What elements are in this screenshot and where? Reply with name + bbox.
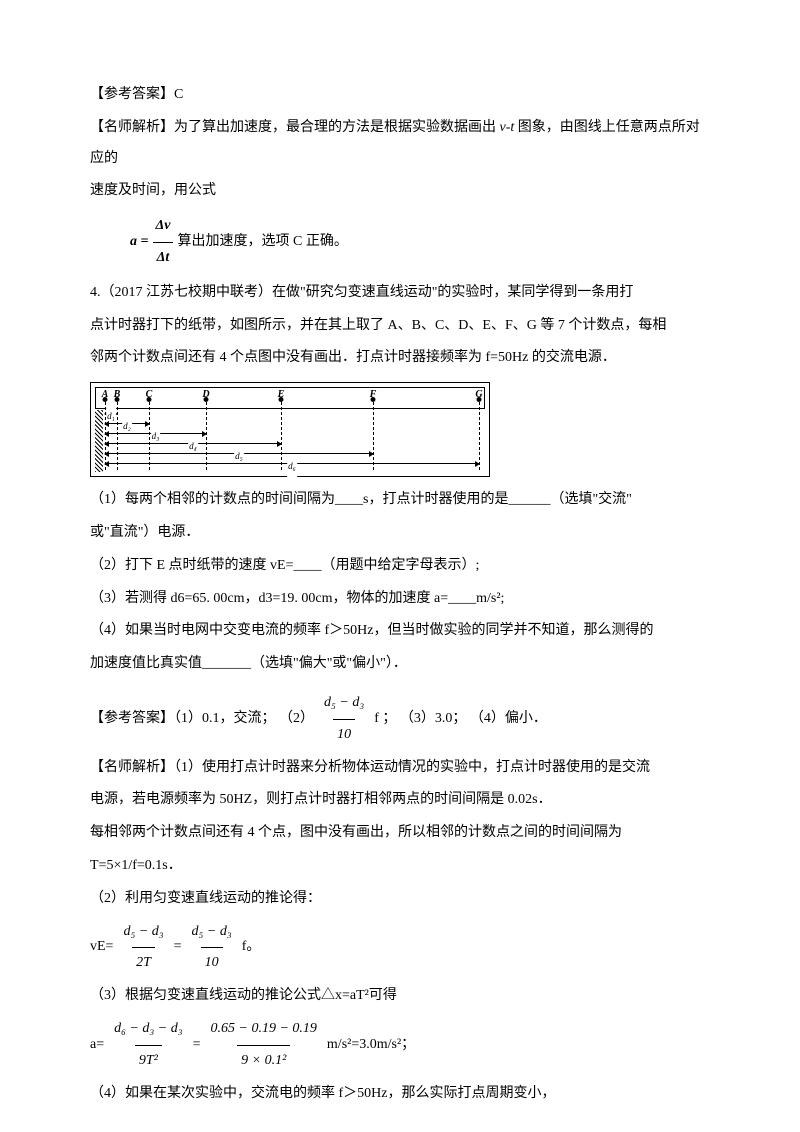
f-end: m/s²=3.0m/s²； (327, 1030, 415, 1061)
expl-1c: 每相邻两个计数点间还有 4 个点，图中没有画出，所以相邻的计数点之间的时间间隔为 (90, 818, 710, 849)
q4-line2: 点计时器打下的纸带，如图所示，并在其上取了 A、B、C、D、E、F、G 等 7 … (90, 311, 710, 342)
expl-3: （3）根据匀变速直线运动的推论公式△x=aT²可得 (90, 981, 710, 1012)
analysis-text: 【名师解析】为了算出加速度，最合理的方法是根据实验数据画出 (90, 120, 500, 135)
expl3-frac1: d₆ − d₃ − d₃ 9T² (110, 1014, 187, 1077)
tape-diagram: ABCDEFGd₁d₂d₃d₄d₅d₆ (90, 382, 490, 477)
q4-intro: 4.（2017 江苏七校期中联考）在做"研究匀变速直线运动"的实验时，某同学得到… (90, 278, 710, 309)
f-num: d₅ − d₃ (188, 917, 236, 948)
vertical-dash (479, 402, 480, 470)
q4-sub4: （4）如果当时电网中交变电流的频率 f＞50Hz，但当时做实验的同学并不知道，那… (90, 616, 710, 647)
f-num: d₅ − d₃ (119, 917, 167, 948)
ans2-num: d₅ − d₃ (320, 688, 368, 719)
eq-sign: = (174, 932, 182, 963)
formula-a-equals: a = (130, 227, 148, 258)
q4-sub3: （3）若测得 d6=65. 00cm，d3=19. 00cm，物体的加速度 a=… (90, 584, 710, 615)
expl2-frac1: d₅ − d₃ 2T (119, 917, 167, 980)
q4-sub1b: 或"直流"）电源． (90, 518, 710, 549)
ans2-den: 10 (333, 719, 355, 751)
vt-symbol: v-t (500, 120, 515, 135)
expl3-frac2: 0.65 − 0.19 − 0.19 9 × 0.1² (207, 1014, 321, 1077)
expl2-frac2: d₅ − d₃ 10 (188, 917, 236, 980)
expl-1: 【名师解析】（1）使用打点计时器来分析物体运动情况的实验中，打点计时器使用的是交… (90, 753, 710, 784)
fraction-den: Δt (153, 242, 174, 274)
q4-line3: 邻两个计数点间还有 4 个点图中没有画出．打点计时器接频率为 f=50Hz 的交… (90, 343, 710, 374)
vertical-dash (373, 402, 374, 470)
analysis-1-line1: 【名师解析】为了算出加速度，最合理的方法是根据实验数据画出 v-t 图象，由图线… (90, 113, 710, 175)
expl-4: （4）如果在某次实验中，交流电的频率 f＞50Hz，那么实际打点周期变小， (90, 1079, 710, 1110)
analysis-1-line2: 速度及时间，用公式 (90, 176, 710, 207)
reference-answer-2: 【参考答案】（1）0.1，交流； （2） d₅ − d₃ 10 f ； （3）3… (90, 688, 710, 751)
f-den: 9 × 0.1² (237, 1045, 290, 1077)
a-label: a= (90, 1030, 104, 1061)
reference-answer-1: 【参考答案】C (90, 80, 710, 111)
f-end: f。 (242, 932, 261, 963)
hatch-wall (95, 410, 103, 472)
ans2-prefix: 【参考答案】（1）0.1，交流； （2） (90, 704, 314, 735)
expl-2: （2）利用匀变速直线运动的推论得： (90, 884, 710, 915)
ans2-mid: f ； （3）3.0； （4）偏小． (374, 704, 547, 735)
tape-border (95, 387, 485, 409)
ve-label: vE= (90, 932, 113, 963)
f-den: 10 (201, 947, 223, 979)
eq-sign: = (193, 1030, 201, 1061)
q4-sub2: （2）打下 E 点时纸带的速度 vE=____（用题中给定字母表示）; (90, 551, 710, 582)
ans2-fraction: d₅ − d₃ 10 (320, 688, 368, 751)
formula-1: a = Δv Δt 算出加速度，选项 C 正确。 (90, 211, 710, 274)
f-den: 2T (132, 947, 155, 979)
f-num: 0.65 − 0.19 − 0.19 (207, 1014, 321, 1045)
formula-fraction: Δv Δt (151, 211, 174, 274)
expl-1b: 电源，若电源频率为 50HZ，则打点计时器打相邻两点的时间间隔是 0.02s． (90, 785, 710, 816)
document-content: 【参考答案】C 【名师解析】为了算出加速度，最合理的方法是根据实验数据画出 v-… (90, 80, 710, 1109)
f-den: 9T² (135, 1045, 162, 1077)
q4-sub4b: 加速度值比真实值_______（选填"偏大"或"偏小"）． (90, 649, 710, 680)
fraction-num: Δv (151, 211, 174, 242)
vertical-dash (281, 402, 282, 470)
expl-1d: T=5×1/f=0.1s． (90, 851, 710, 882)
expl-2-formula: vE= d₅ − d₃ 2T = d₅ − d₃ 10 f。 (90, 917, 710, 980)
q4-sub1: （1）每两个相邻的计数点的时间间隔为____s，打点计时器使用的是______（… (90, 485, 710, 516)
f-num: d₆ − d₃ − d₃ (110, 1014, 187, 1045)
expl-3-formula: a= d₆ − d₃ − d₃ 9T² = 0.65 − 0.19 − 0.19… (90, 1014, 710, 1077)
dimension-label: d₆ (287, 457, 297, 477)
formula-suffix: 算出加速度，选项 C 正确。 (177, 227, 347, 258)
